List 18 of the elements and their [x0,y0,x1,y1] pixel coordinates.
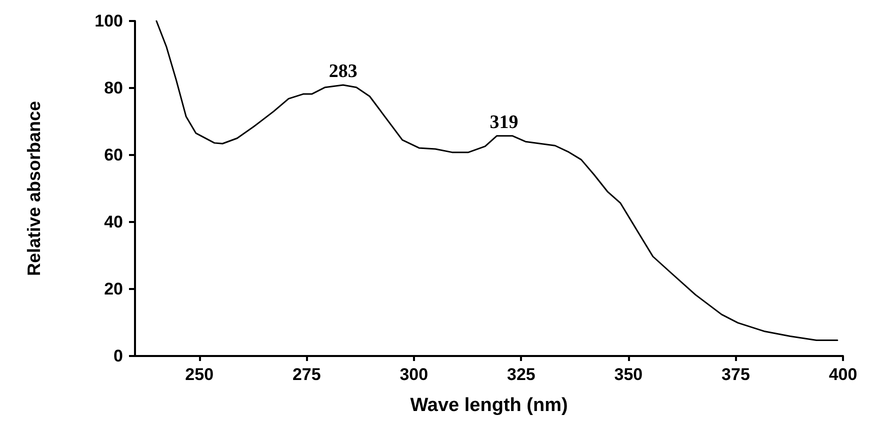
y-tick-label: 60 [104,146,123,164]
y-tick-label: 100 [94,12,123,30]
y-axis-title: Relative absorbance [24,100,44,276]
y-tick-label: 20 [104,280,123,298]
x-tick-label: 350 [614,365,643,384]
x-tick-label: 375 [722,365,750,384]
y-tick-label: 80 [104,78,123,98]
y-tick-label: 0 [114,346,123,366]
x-axis-title: Wave length (nm) [410,395,568,416]
x-tick-label: 325 [506,365,536,384]
y-tick-label: 40 [104,212,123,232]
x-tick-label: 275 [292,365,321,384]
x-tick-label: 300 [400,365,428,384]
line-series [156,20,838,342]
x-tick-label: 400 [828,365,858,384]
x-tick-label: 250 [185,365,214,384]
annotation: 319 [490,112,518,133]
annotation: 283 [328,60,358,82]
